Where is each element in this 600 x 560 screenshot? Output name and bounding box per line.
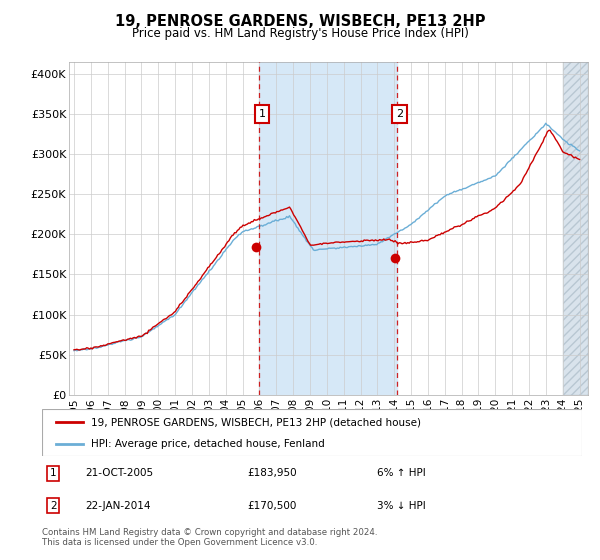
Text: 21-OCT-2005: 21-OCT-2005 — [85, 468, 154, 478]
Text: Contains HM Land Registry data © Crown copyright and database right 2024.
This d: Contains HM Land Registry data © Crown c… — [42, 528, 377, 547]
Text: 2: 2 — [50, 501, 57, 511]
Text: 2: 2 — [396, 109, 403, 119]
Text: £183,950: £183,950 — [247, 468, 297, 478]
Bar — [563, 62, 588, 395]
Text: 6% ↑ HPI: 6% ↑ HPI — [377, 468, 425, 478]
Text: 22-JAN-2014: 22-JAN-2014 — [85, 501, 151, 511]
Text: Price paid vs. HM Land Registry's House Price Index (HPI): Price paid vs. HM Land Registry's House … — [131, 27, 469, 40]
Text: 19, PENROSE GARDENS, WISBECH, PE13 2HP (detached house): 19, PENROSE GARDENS, WISBECH, PE13 2HP (… — [91, 417, 421, 427]
Text: 19, PENROSE GARDENS, WISBECH, PE13 2HP: 19, PENROSE GARDENS, WISBECH, PE13 2HP — [115, 14, 485, 29]
Bar — [259, 62, 397, 395]
Text: 1: 1 — [259, 109, 265, 119]
Text: 3% ↓ HPI: 3% ↓ HPI — [377, 501, 425, 511]
Text: HPI: Average price, detached house, Fenland: HPI: Average price, detached house, Fenl… — [91, 438, 325, 449]
Text: £170,500: £170,500 — [247, 501, 296, 511]
Text: 1: 1 — [50, 468, 57, 478]
